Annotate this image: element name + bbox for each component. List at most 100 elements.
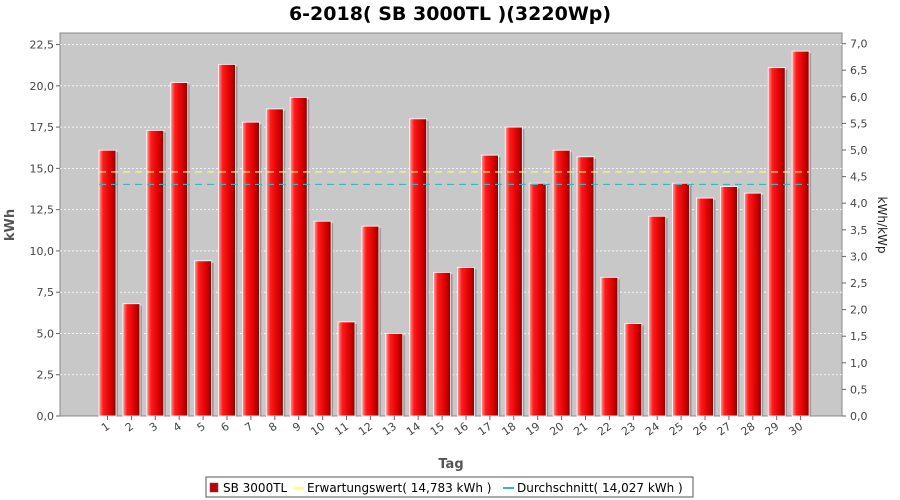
bar-22 xyxy=(600,276,620,417)
bar-6 xyxy=(218,63,238,417)
y2-axis-label: kWh/kWp xyxy=(875,197,889,254)
bar-23 xyxy=(624,323,644,417)
bar xyxy=(218,63,236,417)
x-tick-label: 4 xyxy=(171,420,184,435)
bar-13 xyxy=(385,333,405,417)
bar xyxy=(289,96,308,417)
x-tick-label: 10 xyxy=(308,420,327,439)
y2-tick-label: 1,0 xyxy=(850,357,868,370)
bar xyxy=(146,130,165,417)
bar xyxy=(767,67,786,417)
bar xyxy=(528,182,547,417)
x-tick-label: 2 xyxy=(123,420,136,435)
bar xyxy=(409,118,428,417)
bar xyxy=(241,121,260,417)
bar-15 xyxy=(433,271,453,417)
bar-10 xyxy=(313,220,334,417)
x-tick-label: 21 xyxy=(571,420,590,439)
y2-tick-label: 6,0 xyxy=(850,91,868,104)
y-tick-label: 5,0 xyxy=(37,327,55,340)
y-tick-label: 17,5 xyxy=(30,121,55,134)
bar-3 xyxy=(146,130,166,417)
x-tick-label: 16 xyxy=(452,420,471,439)
y-tick-label: 20,0 xyxy=(30,80,55,93)
bar-19 xyxy=(528,182,549,417)
x-axis-label: Tag xyxy=(438,457,463,472)
bar xyxy=(98,149,117,417)
bar-26 xyxy=(696,197,716,417)
x-tick-label: 6 xyxy=(219,420,232,435)
x-tick-label: 5 xyxy=(195,420,208,435)
y-tick-label: 10,0 xyxy=(30,245,55,258)
y2-tick-label: 4,0 xyxy=(850,197,868,210)
legend-label-expectation: Erwartungswert( 14,783 kWh ) xyxy=(307,481,491,495)
legend-label-average: Durchschnitt( 14,027 kWh ) xyxy=(517,481,683,495)
bar-28 xyxy=(743,192,764,417)
bar-14 xyxy=(409,118,429,417)
bar xyxy=(457,267,475,417)
bar xyxy=(170,82,189,417)
bar xyxy=(576,156,595,417)
chart-title: 6-2018( SB 3000TL )(3220Wp) xyxy=(289,3,611,25)
bar-29 xyxy=(767,67,788,417)
x-tick-label: 29 xyxy=(762,420,781,439)
y2-tick-label: 3,0 xyxy=(850,250,868,263)
bar-20 xyxy=(552,149,573,417)
y2-tick-label: 5,0 xyxy=(850,144,868,157)
y2-tick-label: 0,5 xyxy=(850,383,868,396)
legend: SB 3000TL Erwartungswert( 14,783 kWh ) D… xyxy=(205,476,694,498)
x-tick-label: 7 xyxy=(242,420,255,435)
x-tick-label: 30 xyxy=(786,420,805,439)
y2-tick-label: 6,5 xyxy=(850,64,868,77)
x-tick-label: 27 xyxy=(715,420,734,439)
x-tick-label: 13 xyxy=(380,420,399,439)
bar-11 xyxy=(337,321,357,417)
bar-18 xyxy=(504,126,525,417)
x-tick-label: 14 xyxy=(404,420,423,439)
y-axis-right: 0,0 0,5 1,0 1,5 2,0 2,5 3,0 3,5 4,0 4,5 5,0 5,5 6,0 6… xyxy=(842,38,868,423)
y-tick-label: 22,5 xyxy=(30,39,55,52)
bar-30 xyxy=(791,50,812,417)
legend-box xyxy=(205,476,694,498)
bar xyxy=(385,333,404,417)
bar-24 xyxy=(648,215,668,417)
bar xyxy=(337,321,356,417)
bar xyxy=(648,215,667,417)
bar xyxy=(433,271,452,417)
bar xyxy=(720,186,738,417)
bar xyxy=(743,192,762,417)
bar-27 xyxy=(720,186,740,417)
x-tick-label: 3 xyxy=(147,420,160,435)
bar xyxy=(265,108,284,417)
y2-tick-label: 3,5 xyxy=(850,224,868,237)
y-tick-label: 12,5 xyxy=(30,204,55,217)
bar xyxy=(194,260,213,417)
legend-label-series: SB 3000TL xyxy=(223,481,288,495)
bar xyxy=(672,182,690,417)
y-tick-label: 2,5 xyxy=(37,369,55,382)
bar-4 xyxy=(170,82,190,417)
x-tick-label: 23 xyxy=(619,420,638,439)
bar xyxy=(696,197,714,417)
bar xyxy=(791,50,810,417)
bar-16 xyxy=(457,267,477,417)
bar xyxy=(480,154,499,417)
bar xyxy=(504,126,523,417)
bar-17 xyxy=(480,154,501,417)
y2-tick-label: 5,5 xyxy=(850,117,868,130)
x-tick-label: 22 xyxy=(595,420,614,439)
bar-9 xyxy=(289,96,310,417)
y-tick-label: 7,5 xyxy=(37,286,55,299)
x-tick-label: 18 xyxy=(500,420,519,439)
bar-25 xyxy=(672,182,692,417)
legend-swatch-bar xyxy=(209,482,219,493)
bar xyxy=(313,220,332,417)
x-tick-label: 20 xyxy=(547,420,566,439)
x-tick-label: 25 xyxy=(667,420,686,439)
bar xyxy=(624,323,643,417)
y-axis-left: 0,0 2,5 5,0 7,5 10,0 12,5 15,0 17,5 20,0 22,5 xyxy=(30,39,60,423)
x-tick-label: 1 xyxy=(99,420,112,435)
x-tick-label: 11 xyxy=(332,420,351,439)
bar-21 xyxy=(576,156,596,417)
